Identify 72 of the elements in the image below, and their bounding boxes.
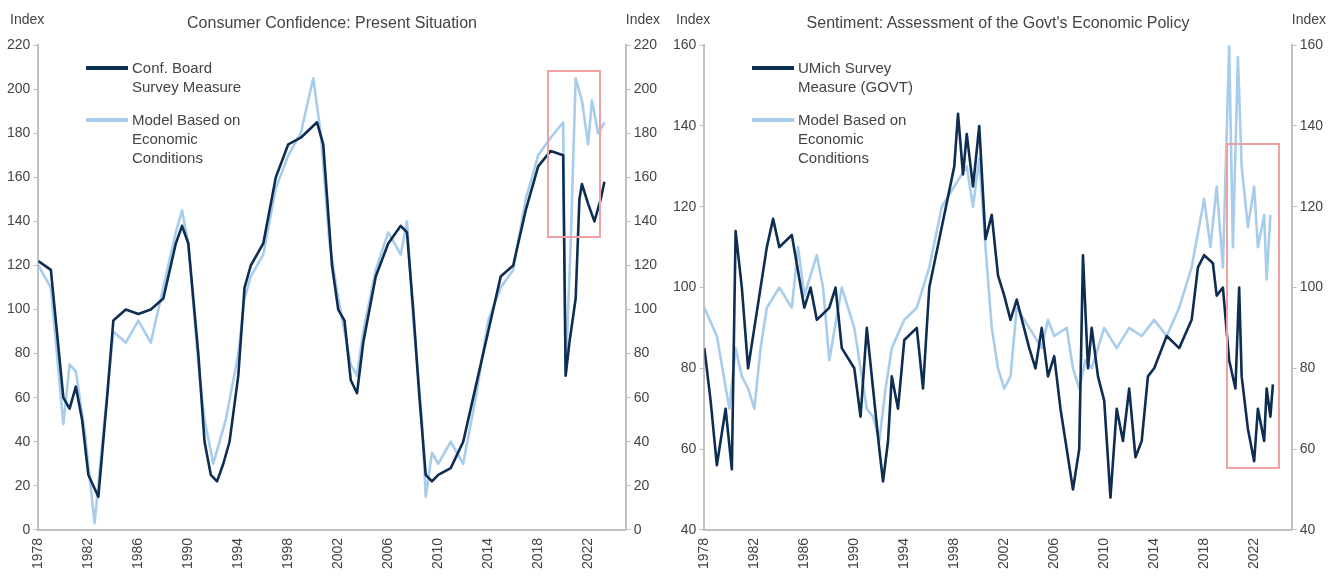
x-tick-label: 2002 xyxy=(995,537,1012,570)
x-tick-label: 1990 xyxy=(179,537,196,570)
y2-tick-label: 40 xyxy=(633,432,650,449)
x-tick-label: 2010 xyxy=(429,537,446,570)
x-tick-label: 2014 xyxy=(1145,537,1162,570)
x-tick-label: 2010 xyxy=(1095,537,1112,570)
x-tick-label: 1998 xyxy=(945,537,962,570)
x-tick-label: 2022 xyxy=(579,537,596,570)
x-tick-label: 2022 xyxy=(1245,537,1262,570)
y2-tick-label: 100 xyxy=(633,300,658,317)
x-tick-label: 2006 xyxy=(379,537,396,570)
legend-label: UMich Survey Measure (GOVT) xyxy=(798,58,915,96)
legend-label: Conf. Board Survey Measure xyxy=(132,58,243,96)
y2-tick-label: 80 xyxy=(633,344,650,361)
y-tick-label: 160 xyxy=(7,168,31,185)
y2-tick-label: 80 xyxy=(1299,359,1316,376)
y-tick-label: 140 xyxy=(7,212,31,229)
y-tick-label: 200 xyxy=(7,80,31,97)
x-tick-label: 2014 xyxy=(479,537,496,570)
y-tick-label: 40 xyxy=(14,432,31,449)
y2-tick-label: 200 xyxy=(633,80,658,97)
y-tick-label: 140 xyxy=(673,116,697,133)
y2-tick-label: 220 xyxy=(633,36,658,53)
x-tick-label: 2018 xyxy=(1195,537,1212,570)
x-tick-label: 1994 xyxy=(895,537,912,570)
y2-axis-title: Index xyxy=(1291,11,1326,28)
y2-tick-label: 40 xyxy=(1299,520,1316,537)
y-tick-label: 120 xyxy=(7,256,31,273)
x-tick-label: 1982 xyxy=(745,537,762,570)
legend-label: Model Based on Economic Conditions xyxy=(798,110,908,167)
y-tick-label: 80 xyxy=(14,344,31,361)
x-tick-label: 1978 xyxy=(29,537,46,570)
chart-title: Sentiment: Assessment of the Govt's Economic Policy xyxy=(806,14,1190,32)
y-tick-label: 20 xyxy=(14,476,31,493)
y2-tick-label: 120 xyxy=(1299,197,1324,214)
x-tick-label: 2002 xyxy=(329,537,346,570)
y2-tick-label: 60 xyxy=(1299,439,1316,456)
y-tick-label: 100 xyxy=(7,300,31,317)
y-tick-label: 180 xyxy=(7,124,31,141)
y2-tick-label: 140 xyxy=(633,212,658,229)
y2-tick-label: 100 xyxy=(1299,278,1324,295)
y2-tick-label: 20 xyxy=(633,476,650,493)
x-tick-label: 1990 xyxy=(845,537,862,570)
x-tick-label: 1978 xyxy=(695,537,712,570)
y2-tick-label: 0 xyxy=(633,520,642,537)
x-tick-label: 1998 xyxy=(279,537,296,570)
y2-tick-label: 60 xyxy=(633,388,650,405)
y-tick-label: 100 xyxy=(673,278,697,295)
y2-tick-label: 140 xyxy=(1299,116,1324,133)
y-tick-label: 60 xyxy=(680,439,697,456)
y2-tick-label: 160 xyxy=(633,168,658,185)
y2-axis-title: Index xyxy=(625,11,660,28)
x-tick-label: 1994 xyxy=(229,537,246,570)
y2-tick-label: 120 xyxy=(633,256,658,273)
y-tick-label: 80 xyxy=(680,359,697,376)
y-tick-label: 220 xyxy=(7,36,31,53)
y-tick-label: 160 xyxy=(673,36,697,53)
y-tick-label: 120 xyxy=(673,197,697,214)
chart-title: Consumer Confidence: Present Situation xyxy=(187,14,477,32)
x-tick-label: 1986 xyxy=(795,537,812,570)
y-tick-label: 40 xyxy=(680,520,697,537)
y-axis-title: Index xyxy=(676,11,711,28)
legend-label: Model Based on Economic Conditions xyxy=(132,110,242,167)
y2-tick-label: 160 xyxy=(1299,36,1324,53)
y-axis-title: Index xyxy=(10,11,45,28)
x-tick-label: 2018 xyxy=(529,537,546,570)
y-tick-label: 0 xyxy=(22,520,31,537)
x-tick-label: 1982 xyxy=(79,537,96,570)
y2-tick-label: 180 xyxy=(633,124,658,141)
x-tick-label: 2006 xyxy=(1045,537,1062,570)
y-tick-label: 60 xyxy=(14,388,31,405)
x-tick-label: 1986 xyxy=(129,537,146,570)
